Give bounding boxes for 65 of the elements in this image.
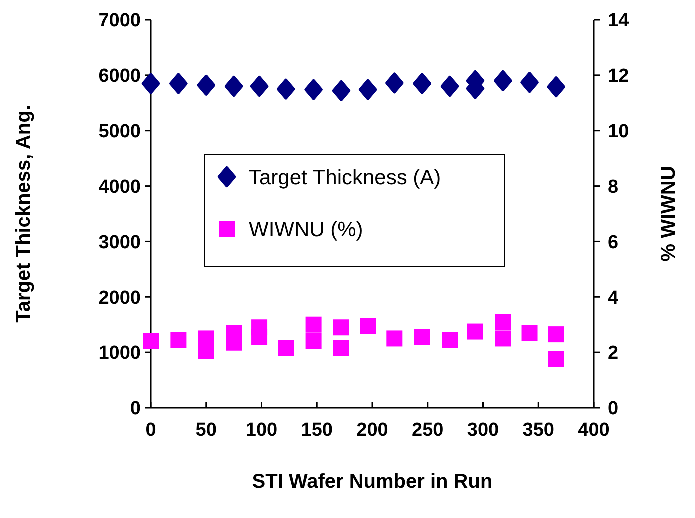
y-tick-label: 4000: [98, 176, 141, 198]
point: [548, 326, 564, 343]
y-tick-label: 7000: [98, 10, 141, 32]
point: [414, 329, 430, 346]
x-tick-label: 250: [412, 420, 444, 441]
point: [440, 76, 460, 98]
y2-tick-label: 8: [608, 176, 619, 198]
x-tick-label: 400: [578, 420, 610, 441]
point: [548, 352, 564, 368]
point: [386, 330, 403, 347]
point: [522, 325, 538, 342]
legend-label: Target Thickness (A): [249, 166, 442, 190]
point: [224, 76, 244, 98]
point: [170, 332, 187, 348]
y2-axis-title: % WIWNU: [658, 166, 680, 262]
y2-tick-label: 12: [608, 66, 630, 88]
point: [547, 76, 566, 98]
point: [197, 74, 216, 96]
point: [252, 329, 268, 346]
y-tick-label: 0: [130, 398, 141, 420]
point: [276, 78, 296, 100]
y-tick-label: 2000: [98, 288, 141, 309]
point: [332, 80, 351, 102]
point: [333, 320, 350, 336]
point: [386, 72, 404, 94]
y-tick-label: 5000: [98, 122, 141, 143]
point: [226, 334, 242, 351]
point: [467, 324, 484, 340]
point: [358, 79, 378, 100]
x-tick-label: 100: [246, 420, 278, 441]
y-tick-label: 6000: [98, 66, 141, 88]
point: [170, 73, 188, 94]
point: [442, 332, 458, 348]
y2-tick-label: 2: [608, 343, 619, 364]
point: [304, 79, 323, 100]
point: [142, 73, 160, 94]
point: [306, 333, 322, 350]
y2-tick-label: 10: [608, 122, 630, 143]
x-tick-label: 0: [146, 420, 156, 441]
point: [360, 318, 376, 334]
point: [198, 343, 214, 360]
x-tick-label: 200: [356, 420, 388, 441]
y2-tick-label: 0: [608, 398, 619, 420]
y-axis-title: Target Thickness, Ang.: [13, 105, 35, 323]
point: [333, 340, 350, 356]
x-tick-label: 150: [301, 420, 333, 441]
point: [306, 316, 322, 333]
x-tick-label: 300: [467, 420, 500, 441]
point: [278, 340, 294, 356]
y2-tick-label: 6: [608, 232, 619, 254]
x-tick-label: 50: [196, 420, 217, 441]
point: [495, 330, 512, 347]
point: [413, 73, 432, 94]
x-tick-label: 350: [522, 420, 554, 441]
point: [250, 76, 269, 98]
point: [494, 70, 512, 92]
y2-tick-label: 4: [608, 288, 619, 309]
point: [143, 333, 159, 350]
x-axis-title: STI Wafer Number in Run: [252, 471, 493, 493]
y-tick-label: 1000: [98, 343, 141, 364]
y2-tick-label: 14: [608, 10, 630, 32]
legend-label: WIWNU (%): [249, 218, 364, 242]
point: [495, 314, 512, 330]
point: [520, 72, 539, 94]
y-tick-label: 3000: [98, 232, 141, 254]
